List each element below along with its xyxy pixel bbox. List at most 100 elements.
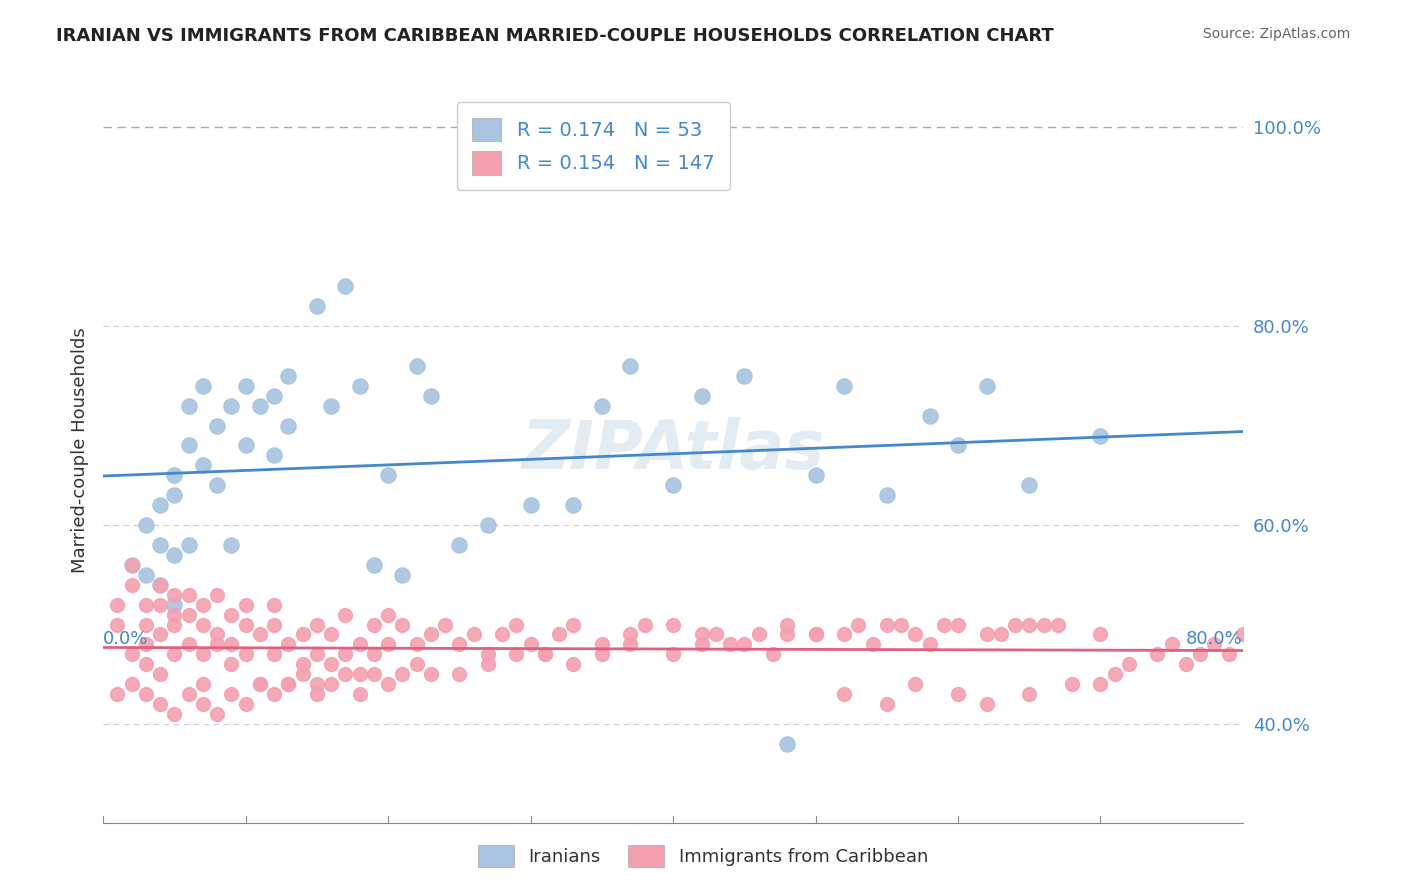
Point: [690, 627, 713, 641]
Point: [191, 598, 214, 612]
Point: [519, 498, 541, 512]
Point: [562, 498, 585, 512]
Point: [748, 627, 770, 641]
Point: [990, 627, 1012, 641]
Text: 0.0%: 0.0%: [103, 630, 149, 648]
Point: [335, 279, 357, 293]
Point: [163, 617, 186, 632]
Point: [1118, 657, 1140, 672]
Point: [149, 538, 172, 552]
Point: [263, 617, 285, 632]
Point: [804, 627, 827, 641]
Point: [121, 648, 143, 662]
Point: [191, 648, 214, 662]
Point: [619, 359, 641, 373]
Point: [105, 617, 128, 632]
Point: [1046, 617, 1069, 632]
Point: [277, 677, 299, 691]
Point: [163, 598, 186, 612]
Text: Source: ZipAtlas.com: Source: ZipAtlas.com: [1202, 27, 1350, 41]
Point: [718, 637, 741, 651]
Point: [221, 687, 243, 701]
Point: [1189, 648, 1212, 662]
Point: [377, 637, 399, 651]
Point: [163, 548, 186, 562]
Y-axis label: Married-couple Households: Married-couple Households: [72, 327, 89, 574]
Point: [405, 657, 427, 672]
Point: [349, 687, 371, 701]
Point: [205, 707, 228, 722]
Legend: R = 0.174   N = 53, R = 0.154   N = 147: R = 0.174 N = 53, R = 0.154 N = 147: [457, 102, 730, 190]
Point: [349, 379, 371, 393]
Point: [277, 368, 299, 383]
Point: [221, 399, 243, 413]
Text: IRANIAN VS IMMIGRANTS FROM CARIBBEAN MARRIED-COUPLE HOUSEHOLDS CORRELATION CHART: IRANIAN VS IMMIGRANTS FROM CARIBBEAN MAR…: [56, 27, 1054, 45]
Point: [932, 617, 955, 632]
Point: [449, 538, 471, 552]
Point: [205, 418, 228, 433]
Point: [419, 389, 441, 403]
Point: [349, 667, 371, 681]
Point: [662, 617, 685, 632]
Point: [918, 409, 941, 423]
Point: [335, 607, 357, 622]
Point: [377, 468, 399, 483]
Point: [249, 677, 271, 691]
Point: [235, 379, 257, 393]
Point: [405, 637, 427, 651]
Point: [1160, 637, 1182, 651]
Point: [946, 617, 969, 632]
Point: [391, 567, 413, 582]
Point: [205, 478, 228, 492]
Point: [121, 677, 143, 691]
Point: [890, 617, 912, 632]
Point: [319, 677, 342, 691]
Point: [205, 637, 228, 651]
Point: [377, 607, 399, 622]
Point: [235, 697, 257, 711]
Point: [1060, 677, 1083, 691]
Point: [876, 488, 898, 502]
Point: [776, 737, 799, 751]
Point: [591, 648, 613, 662]
Point: [305, 677, 328, 691]
Point: [449, 667, 471, 681]
Point: [177, 607, 200, 622]
Point: [1018, 478, 1040, 492]
Point: [477, 518, 499, 533]
Point: [1232, 627, 1254, 641]
Point: [277, 418, 299, 433]
Point: [249, 677, 271, 691]
Point: [149, 627, 172, 641]
Point: [249, 627, 271, 641]
Point: [505, 617, 527, 632]
Point: [163, 588, 186, 602]
Point: [904, 677, 927, 691]
Point: [149, 667, 172, 681]
Point: [291, 667, 314, 681]
Point: [591, 637, 613, 651]
Point: [662, 478, 685, 492]
Point: [1018, 617, 1040, 632]
Point: [205, 588, 228, 602]
Point: [391, 667, 413, 681]
Point: [976, 379, 998, 393]
Point: [434, 617, 457, 632]
Point: [149, 498, 172, 512]
Point: [918, 637, 941, 651]
Point: [1104, 667, 1126, 681]
Point: [335, 667, 357, 681]
Point: [263, 449, 285, 463]
Point: [1090, 677, 1112, 691]
Point: [163, 607, 186, 622]
Point: [349, 637, 371, 651]
Point: [619, 627, 641, 641]
Point: [177, 637, 200, 651]
Point: [1004, 617, 1026, 632]
Point: [363, 558, 385, 572]
Point: [191, 677, 214, 691]
Text: ZIPAtlas: ZIPAtlas: [522, 417, 824, 483]
Point: [235, 617, 257, 632]
Point: [832, 379, 855, 393]
Point: [876, 697, 898, 711]
